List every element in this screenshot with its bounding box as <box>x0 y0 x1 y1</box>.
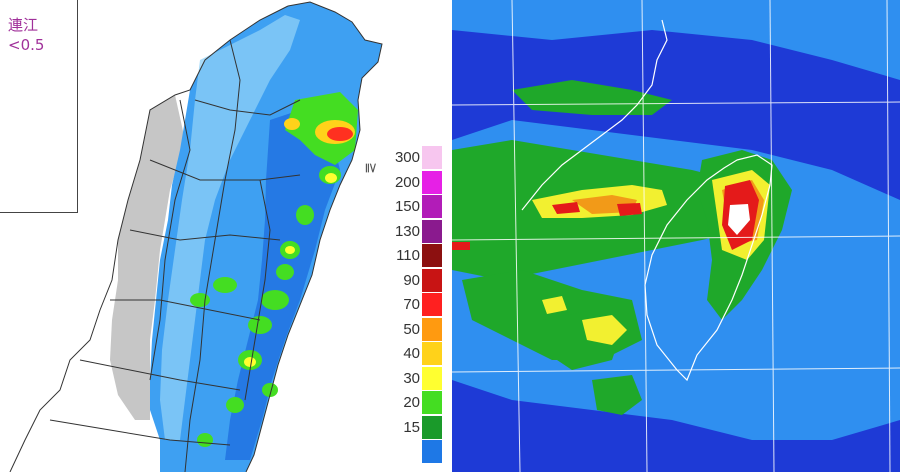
rainfall-map-panel: 連江 <0.5 ≧ 300 200 150 130 110 90 70 50 40 30 20 15 <box>0 0 442 472</box>
legend-label: 150 <box>394 198 420 215</box>
rain-cell-green-14 <box>262 383 278 397</box>
radar-white-core <box>728 204 750 235</box>
legend-label: 20 <box>403 394 420 411</box>
rain-area-lightblue <box>160 15 300 440</box>
legend-swatch <box>422 219 442 243</box>
rain-cell-green-7 <box>261 290 289 310</box>
legend-row <box>362 440 442 463</box>
rain-cell-green-6 <box>276 264 294 280</box>
legend-label: 200 <box>394 173 420 191</box>
legend-swatch <box>422 170 442 194</box>
rain-cell-green-4 <box>296 205 314 225</box>
rain-cell-green-12 <box>226 397 244 413</box>
legend-swatch <box>422 317 442 341</box>
legend-row: 20 <box>362 391 442 414</box>
radar-map-svg <box>452 0 900 472</box>
legend-swatch <box>422 268 442 292</box>
legend-row: 15 <box>362 415 442 439</box>
rain-cell-yellow-2 <box>284 118 300 130</box>
rain-cell-green-13 <box>197 433 213 447</box>
legend-swatch <box>422 342 442 365</box>
legend-label: 30 <box>403 369 420 387</box>
inset-region-name: 連江 <box>8 16 39 34</box>
rain-area-deepblue <box>225 110 340 460</box>
rainfall-map-svg <box>9 1 383 472</box>
grey-low-rain-region <box>110 95 185 420</box>
legend-swatch <box>422 293 442 316</box>
legend-label: 130 <box>394 222 420 240</box>
legend-label: 90 <box>403 271 420 289</box>
inset-rain-value: <0.5 <box>8 36 45 54</box>
legend-swatch <box>422 195 442 218</box>
lat-lon-grid <box>452 0 900 472</box>
boundary-lines <box>9 1 383 472</box>
rain-cell-green-8 <box>248 316 272 334</box>
legend-label: 15 <box>403 418 420 436</box>
legend-swatch <box>422 366 442 390</box>
radar-map-panel <box>452 0 900 472</box>
rain-cell-yellow-5 <box>285 246 295 254</box>
rain-legend: ≧ 300 200 150 130 110 90 70 50 40 30 20 15 <box>362 146 442 472</box>
legend-label: 50 <box>403 320 420 338</box>
rain-cell-yellow-3 <box>325 173 337 183</box>
legend-row: 30 <box>362 366 442 390</box>
lienchiang-inset: 連江 <0.5 <box>0 0 78 213</box>
legend-row: 150 <box>362 195 442 218</box>
rain-cell-yellow-9 <box>244 357 256 367</box>
legend-row: 40 <box>362 342 442 365</box>
legend-row: 200 <box>362 170 442 194</box>
legend-row: 90 <box>362 268 442 292</box>
rain-cell-green-11 <box>190 293 210 307</box>
legend-row: 130 <box>362 219 442 243</box>
legend-row: 50 <box>362 317 442 341</box>
rain-cell-green-10 <box>213 277 237 293</box>
rain-cell-red-ne <box>327 127 353 141</box>
legend-row: 70 <box>362 293 442 316</box>
legend-row: 110 <box>362 244 442 267</box>
legend-swatch <box>422 391 442 414</box>
legend-label: 110 <box>396 247 420 264</box>
legend-label: 70 <box>403 296 420 313</box>
legend-swatch <box>422 146 442 169</box>
legend-swatch <box>422 440 442 463</box>
legend-label: 300 <box>394 149 420 166</box>
legend-row: 300 <box>362 146 442 169</box>
legend-label: 40 <box>403 345 420 362</box>
taiwan-coastline <box>521 19 773 382</box>
legend-swatch <box>422 415 442 439</box>
legend-swatch <box>422 244 442 267</box>
